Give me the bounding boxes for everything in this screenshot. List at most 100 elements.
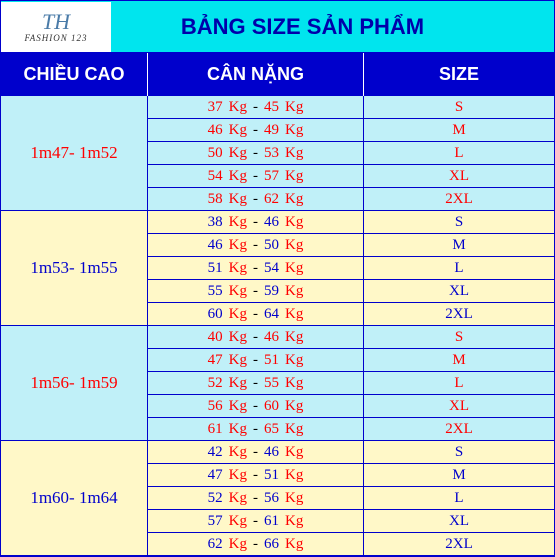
weight-lo: 42: [208, 444, 223, 461]
size-cell: 2XL: [364, 533, 554, 555]
unit: Kg: [229, 260, 247, 277]
size-cell: L: [364, 487, 554, 509]
unit: Kg: [229, 237, 247, 254]
unit: Kg: [285, 237, 303, 254]
weight-cell: 60Kg - 64Kg: [148, 303, 364, 325]
separator: -: [253, 214, 258, 231]
weight-cell: 54Kg - 57Kg: [148, 165, 364, 187]
size-cell: S: [364, 441, 554, 463]
table-row: 57Kg - 61KgXL: [148, 510, 554, 533]
weight-hi: 65: [264, 421, 279, 438]
unit: Kg: [229, 421, 247, 438]
height-cell: 1m56- 1m59: [1, 326, 148, 441]
weight-lo: 54: [208, 168, 223, 185]
separator: -: [253, 329, 258, 346]
size-cell: XL: [364, 395, 554, 417]
table-row: 42Kg - 46KgS: [148, 441, 554, 464]
unit: Kg: [285, 444, 303, 461]
size-cell: 2XL: [364, 303, 554, 325]
table-row: 54Kg - 57KgXL: [148, 165, 554, 188]
separator: -: [253, 536, 258, 553]
separator: -: [253, 191, 258, 208]
table-row: 55Kg - 59KgXL: [148, 280, 554, 303]
separator: -: [253, 375, 258, 392]
weight-cell: 42Kg - 46Kg: [148, 441, 364, 463]
weight-hi: 51: [264, 467, 279, 484]
unit: Kg: [229, 283, 247, 300]
weight-hi: 55: [264, 375, 279, 392]
weight-hi: 66: [264, 536, 279, 553]
table-row: 38Kg - 46KgS: [148, 211, 554, 234]
separator: -: [253, 421, 258, 438]
size-cell: M: [364, 349, 554, 371]
chart-body: 1m47- 1m5237Kg - 45KgS46Kg - 49KgM50Kg -…: [1, 96, 554, 556]
unit: Kg: [285, 352, 303, 369]
weight-lo: 60: [208, 306, 223, 323]
weight-hi: 61: [264, 513, 279, 530]
size-cell: S: [364, 326, 554, 348]
header-weight: CÂN NẶNG: [148, 53, 364, 96]
weight-lo: 47: [208, 352, 223, 369]
table-row: 62Kg - 66Kg2XL: [148, 533, 554, 556]
unit: Kg: [285, 536, 303, 553]
weight-hi: 64: [264, 306, 279, 323]
height-cell: 1m60- 1m64: [1, 441, 148, 556]
weight-lo: 55: [208, 283, 223, 300]
weight-cell: 37Kg - 45Kg: [148, 96, 364, 118]
weight-lo: 38: [208, 214, 223, 231]
weight-hi: 45: [264, 99, 279, 116]
weight-lo: 46: [208, 122, 223, 139]
unit: Kg: [229, 398, 247, 415]
separator: -: [253, 513, 258, 530]
size-cell: 2XL: [364, 188, 554, 210]
weight-lo: 52: [208, 490, 223, 507]
size-cell: 2XL: [364, 418, 554, 440]
weight-cell: 58Kg - 62Kg: [148, 188, 364, 210]
unit: Kg: [285, 398, 303, 415]
unit: Kg: [285, 168, 303, 185]
separator: -: [253, 490, 258, 507]
weight-hi: 59: [264, 283, 279, 300]
weight-hi: 60: [264, 398, 279, 415]
unit: Kg: [229, 168, 247, 185]
unit: Kg: [229, 306, 247, 323]
table-row: 61Kg - 65Kg2XL: [148, 418, 554, 441]
rows-container: 38Kg - 46KgS46Kg - 50KgM51Kg - 54KgL55Kg…: [148, 211, 554, 326]
size-cell: M: [364, 464, 554, 486]
weight-cell: 52Kg - 56Kg: [148, 487, 364, 509]
size-chart: TH FASHION 123 BẢNG SIZE SẢN PHẨM CHIỀU …: [0, 0, 555, 557]
weight-lo: 62: [208, 536, 223, 553]
weight-hi: 57: [264, 168, 279, 185]
unit: Kg: [229, 145, 247, 162]
weight-cell: 47Kg - 51Kg: [148, 349, 364, 371]
title-row: TH FASHION 123 BẢNG SIZE SẢN PHẨM: [1, 1, 554, 53]
unit: Kg: [285, 329, 303, 346]
unit: Kg: [285, 214, 303, 231]
separator: -: [253, 398, 258, 415]
logo-line2: FASHION 123: [24, 33, 87, 43]
separator: -: [253, 237, 258, 254]
unit: Kg: [285, 467, 303, 484]
size-cell: XL: [364, 280, 554, 302]
table-row: 47Kg - 51KgM: [148, 464, 554, 487]
height-group: 1m56- 1m5940Kg - 46KgS47Kg - 51KgM52Kg -…: [1, 326, 554, 441]
weight-lo: 40: [208, 329, 223, 346]
weight-cell: 51Kg - 54Kg: [148, 257, 364, 279]
separator: -: [253, 352, 258, 369]
weight-hi: 46: [264, 214, 279, 231]
separator: -: [253, 283, 258, 300]
size-cell: XL: [364, 165, 554, 187]
unit: Kg: [285, 99, 303, 116]
size-cell: L: [364, 372, 554, 394]
weight-lo: 56: [208, 398, 223, 415]
unit: Kg: [229, 329, 247, 346]
table-row: 51Kg - 54KgL: [148, 257, 554, 280]
weight-hi: 56: [264, 490, 279, 507]
weight-cell: 52Kg - 55Kg: [148, 372, 364, 394]
weight-cell: 47Kg - 51Kg: [148, 464, 364, 486]
separator: -: [253, 99, 258, 116]
unit: Kg: [229, 99, 247, 116]
weight-cell: 46Kg - 50Kg: [148, 234, 364, 256]
weight-cell: 40Kg - 46Kg: [148, 326, 364, 348]
unit: Kg: [229, 467, 247, 484]
